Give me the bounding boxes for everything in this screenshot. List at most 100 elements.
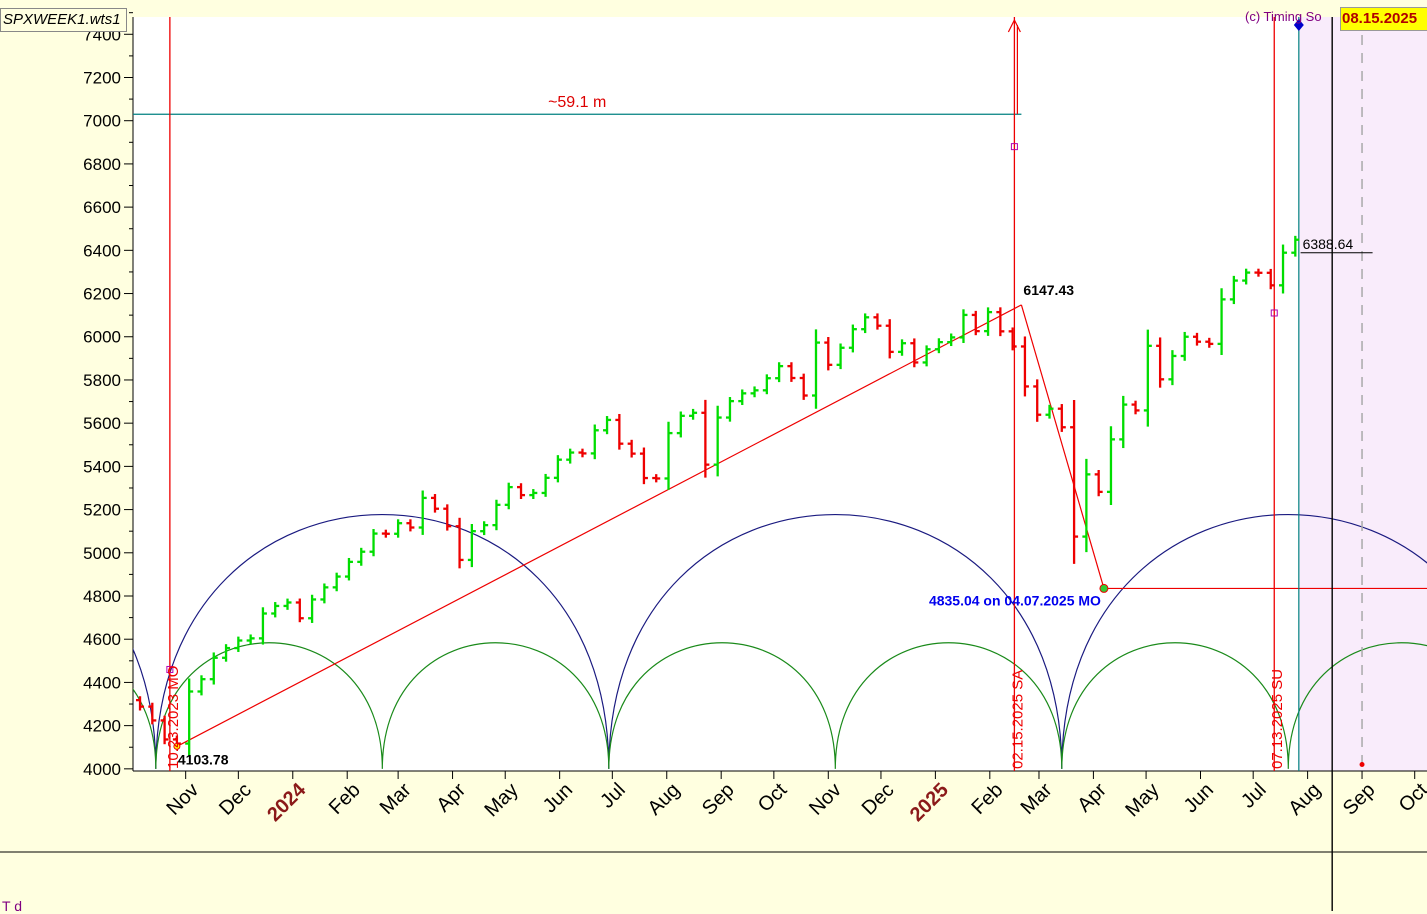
y-tick-label: 6400 (83, 241, 121, 260)
price-bar (984, 307, 993, 336)
price-bar (222, 644, 231, 662)
y-tick-label: 4400 (83, 673, 121, 692)
price-bar (381, 529, 390, 538)
price-bar (664, 421, 673, 490)
x-month-label: Nov (805, 779, 846, 820)
low-annotation-label: 4835.04 on 04.07.2025 MO (929, 592, 1101, 608)
price-bar (922, 345, 931, 367)
low-point-dot (173, 742, 181, 750)
price-bar (799, 373, 808, 400)
price-bar (1192, 332, 1201, 346)
price-bar (406, 519, 415, 532)
price-bar (861, 313, 870, 334)
price-bar (627, 439, 636, 458)
price-bar (1205, 337, 1214, 348)
y-tick-label: 6200 (83, 285, 121, 304)
vertical-marker-label: 02.15.2025 SA (1009, 670, 1026, 769)
price-bar (443, 504, 452, 531)
price-bar (713, 405, 722, 477)
bottom-status-text: T d (2, 898, 22, 914)
price-bar (1119, 395, 1128, 449)
price-bar (492, 499, 501, 531)
x-month-label: Jun (1180, 779, 1218, 817)
price-bar (1094, 469, 1103, 497)
price-bar (1266, 268, 1275, 290)
price-bar (762, 374, 771, 395)
x-month-label: Feb (967, 779, 1007, 819)
price-bar (590, 424, 599, 460)
price-bar (553, 455, 562, 483)
current-date-badge: 08.15.2025 (1340, 7, 1427, 31)
price-bar (1180, 331, 1189, 361)
price-bar (1217, 288, 1226, 356)
price-bar (1168, 350, 1177, 386)
y-tick-label: 4800 (83, 587, 121, 606)
price-bar (836, 343, 845, 370)
price-bar (1057, 404, 1066, 432)
x-month-label: Oct (754, 779, 792, 817)
price-bar (1229, 275, 1238, 305)
price-bar (344, 557, 353, 581)
price-bar (701, 399, 710, 478)
peak-price-label: 6147.43 (1023, 282, 1074, 298)
y-tick-label: 5600 (83, 414, 121, 433)
price-bar (209, 652, 218, 685)
price-bar (480, 521, 489, 536)
projection-label: ~59.1 m (548, 94, 606, 111)
price-bar (271, 602, 280, 618)
price-bar (455, 517, 464, 569)
x-month-label: Oct (1395, 779, 1427, 817)
marker-square (1270, 309, 1278, 317)
price-bar (197, 675, 206, 696)
marker-square (166, 665, 174, 673)
x-month-label: Jun (539, 779, 577, 817)
x-month-label: Aug (644, 779, 685, 820)
price-bar (1082, 458, 1091, 553)
price-bar (1070, 399, 1079, 564)
price-bar (1156, 337, 1165, 388)
price-bar (787, 362, 796, 382)
y-tick-label: 4000 (83, 760, 121, 779)
price-bar (1106, 426, 1115, 505)
y-tick-label: 6000 (83, 328, 121, 347)
x-month-label: Mar (376, 779, 416, 819)
x-month-label: May (1121, 779, 1163, 821)
price-bar (332, 572, 341, 592)
file-label[interactable]: SPXWEEK1.wts1 (0, 8, 127, 32)
price-bar (959, 309, 968, 344)
start-low-price-label: 4103.78 (178, 751, 229, 767)
trend-line (176, 304, 1022, 747)
price-bar (603, 416, 612, 435)
y-tick-label: 6800 (83, 155, 121, 174)
y-tick-label: 7200 (83, 68, 121, 87)
price-bar (136, 696, 145, 711)
price-bar (517, 483, 526, 499)
price-bar (725, 397, 734, 422)
y-tick-label: 5200 (83, 501, 121, 520)
price-bar (148, 702, 157, 725)
future-dot (1359, 762, 1365, 768)
current-diamond-icon (1293, 19, 1304, 31)
price-bar (185, 678, 194, 757)
small-cycle-arcs (133, 642, 1427, 769)
vertical-marker-label: 10.23.2023 MO (165, 666, 182, 769)
y-tick-label: 4600 (83, 630, 121, 649)
price-bar (430, 494, 439, 513)
price-bar (934, 338, 943, 354)
price-bar (418, 490, 427, 535)
projection-arrow (1007, 19, 1021, 115)
price-bar (1279, 244, 1288, 294)
price-bar (750, 386, 759, 398)
price-bar (578, 448, 587, 458)
price-bar (234, 636, 243, 652)
x-month-label: Sep (698, 779, 739, 820)
price-bar (738, 389, 747, 406)
price-bar (1033, 379, 1042, 422)
price-bar (308, 594, 317, 623)
price-bar (1254, 268, 1263, 277)
price-bar (467, 524, 476, 568)
price-bar (1242, 268, 1251, 285)
price-bar (885, 319, 894, 359)
price-bar (357, 547, 366, 566)
